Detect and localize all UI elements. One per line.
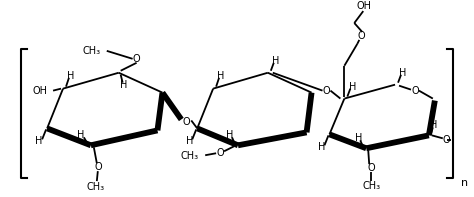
Text: H: H bbox=[430, 120, 438, 130]
Text: O: O bbox=[133, 54, 140, 64]
Text: H: H bbox=[349, 82, 356, 92]
Text: O: O bbox=[216, 148, 224, 158]
Text: CH₃: CH₃ bbox=[82, 46, 101, 56]
Text: H: H bbox=[399, 68, 407, 78]
Text: O: O bbox=[443, 135, 451, 145]
Text: H: H bbox=[218, 71, 225, 81]
Text: H: H bbox=[318, 142, 325, 152]
Text: OH: OH bbox=[357, 1, 372, 11]
Text: H: H bbox=[36, 136, 43, 146]
Text: CH₃: CH₃ bbox=[87, 182, 105, 192]
Text: H: H bbox=[120, 80, 128, 90]
Text: H: H bbox=[67, 71, 75, 81]
Text: O: O bbox=[323, 86, 330, 96]
Text: H: H bbox=[77, 130, 84, 140]
Text: n: n bbox=[461, 178, 468, 188]
Text: CH₃: CH₃ bbox=[362, 181, 380, 191]
Text: H: H bbox=[355, 133, 362, 143]
Text: O: O bbox=[367, 163, 375, 173]
Text: O: O bbox=[411, 86, 419, 96]
Text: O: O bbox=[95, 162, 103, 172]
Text: O: O bbox=[357, 31, 365, 41]
Text: OH: OH bbox=[32, 86, 47, 96]
Text: H: H bbox=[186, 136, 193, 146]
Text: O: O bbox=[182, 117, 190, 127]
Text: CH₃: CH₃ bbox=[180, 151, 198, 161]
Text: H: H bbox=[272, 56, 280, 66]
Text: H: H bbox=[227, 130, 234, 140]
